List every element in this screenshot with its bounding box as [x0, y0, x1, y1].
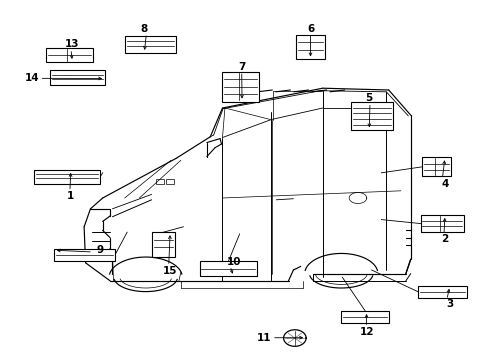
Bar	[350, 102, 392, 130]
Bar	[151, 232, 175, 257]
Text: 9: 9	[97, 245, 103, 255]
Bar	[417, 286, 466, 298]
Text: 5: 5	[365, 93, 372, 103]
Text: 7: 7	[238, 62, 245, 72]
Text: 8: 8	[141, 24, 147, 34]
Bar	[156, 179, 163, 184]
Text: 2: 2	[441, 234, 447, 244]
Text: 13: 13	[65, 39, 80, 49]
Text: 10: 10	[226, 257, 241, 267]
Text: 12: 12	[359, 327, 373, 337]
Bar	[46, 48, 93, 62]
Bar	[124, 36, 176, 53]
Text: 4: 4	[440, 179, 448, 189]
Bar	[295, 35, 325, 59]
Bar	[166, 179, 173, 184]
Bar	[34, 170, 100, 184]
Bar	[199, 261, 257, 276]
Text: 1: 1	[67, 191, 74, 201]
Text: 3: 3	[446, 299, 452, 309]
Text: 14: 14	[24, 73, 39, 84]
Bar	[54, 249, 115, 261]
Bar	[421, 157, 450, 176]
Text: 6: 6	[306, 24, 313, 34]
Bar	[50, 70, 105, 85]
Bar	[341, 311, 388, 323]
Text: 15: 15	[163, 266, 177, 276]
Bar	[420, 215, 463, 232]
Text: 11: 11	[256, 333, 271, 343]
Bar	[222, 72, 259, 102]
